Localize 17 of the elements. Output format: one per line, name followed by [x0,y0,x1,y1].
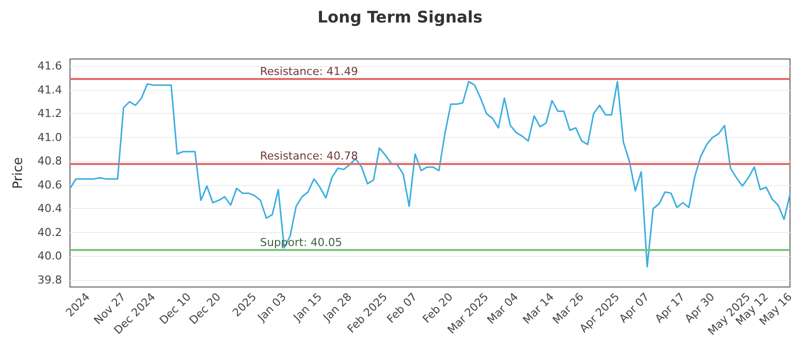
y-tick-label: 41.4 [38,83,62,96]
y-axis-title: Price [11,157,26,189]
chart-title: Long Term Signals [317,8,483,26]
ref-line-label: Resistance: 40.78 [260,150,358,162]
y-tick-label: 39.8 [38,273,62,286]
y-tick-label: 40.0 [38,250,62,263]
y-tick-label: 41.6 [38,60,62,73]
y-tick-label: 41.0 [38,130,62,144]
line-series [69,80,791,268]
y-tick-label: 41.2 [38,107,62,120]
y-tick-label: 40.6 [38,178,62,192]
x-tick-label: Jan 03 [254,290,289,325]
y-tick-label: 40.2 [38,226,62,239]
y-tick-label: 40.4 [38,202,62,216]
ref-line-label: Resistance: 41.49 [260,65,358,78]
y-tick-label: 40.8 [38,154,62,168]
x-tick-label: Apr 17 [652,290,688,326]
